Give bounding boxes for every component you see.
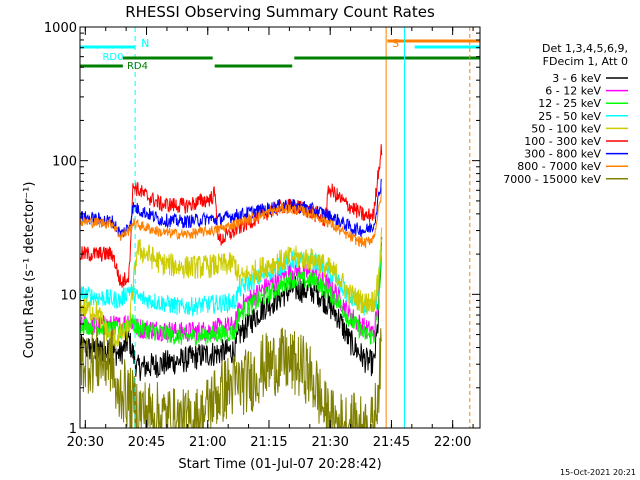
x-tick-label-4: 21:30 <box>311 435 348 450</box>
legend-label-0: 3 - 6 keV <box>552 72 601 85</box>
x-tick-label-0: 20:30 <box>67 435 104 450</box>
y-tick-label-0: 1 <box>69 422 77 437</box>
legend-label-8: 7000 - 15000 keV <box>503 173 601 186</box>
axes-layer: 20:30 20:45 21:00 21:15 21:30 21:45 22:00 1 10 10… <box>44 21 481 450</box>
legend-label-2: 12 - 25 keV <box>538 97 601 110</box>
x-axis-label: Start Time (01-Jul-07 20:28:42) <box>178 457 381 472</box>
chart-title: RHESSI Observing Summary Count Rates <box>125 3 435 21</box>
legend-label-5: 100 - 300 keV <box>524 135 601 148</box>
y-tick-label-2: 100 <box>52 155 77 170</box>
legend-label-6: 300 - 800 keV <box>524 148 601 161</box>
marker-layer: N S RD0 RD4 <box>80 27 480 428</box>
x-tick-label-3: 21:15 <box>250 435 287 450</box>
y-axis-label: Count Rate (s⁻¹ detector⁻¹) <box>22 182 37 359</box>
x-tick-label-6: 22:00 <box>434 435 471 450</box>
timestamp: 15-Oct-2021 20:21 <box>560 468 636 477</box>
plot-frame <box>79 26 481 429</box>
marker-1-label: S <box>392 37 399 50</box>
series-0-line <box>80 237 383 381</box>
series-5-line <box>80 144 383 288</box>
y-tick-label-1: 10 <box>60 288 77 303</box>
legend-label-3: 25 - 50 keV <box>538 110 601 123</box>
x-tick-label-2: 21:00 <box>189 435 226 450</box>
rd4-label: RD4 <box>127 61 148 72</box>
legend-label-7: 800 - 7000 keV <box>517 160 601 173</box>
marker-0-label: N <box>141 37 149 50</box>
series-layer <box>80 144 383 428</box>
series-8-line <box>80 327 383 428</box>
legend-label-1: 6 - 12 keV <box>545 85 601 98</box>
x-tick-label-1: 20:45 <box>128 435 165 450</box>
series-6-line <box>80 178 382 239</box>
y-tick-label-3: 1000 <box>44 21 77 36</box>
series-7-line <box>80 187 383 249</box>
series-4-line <box>80 227 383 350</box>
series-3-line <box>80 237 383 318</box>
legend-header-line-2: FDecim 1, Att 0 <box>543 55 628 68</box>
legend-header-line-1: Det 1,3,4,5,6,9, <box>542 42 628 55</box>
x-tick-label-5: 21:45 <box>373 435 410 450</box>
legend-label-4: 50 - 100 keV <box>531 122 601 135</box>
rd0-label: RD0 <box>102 52 123 63</box>
